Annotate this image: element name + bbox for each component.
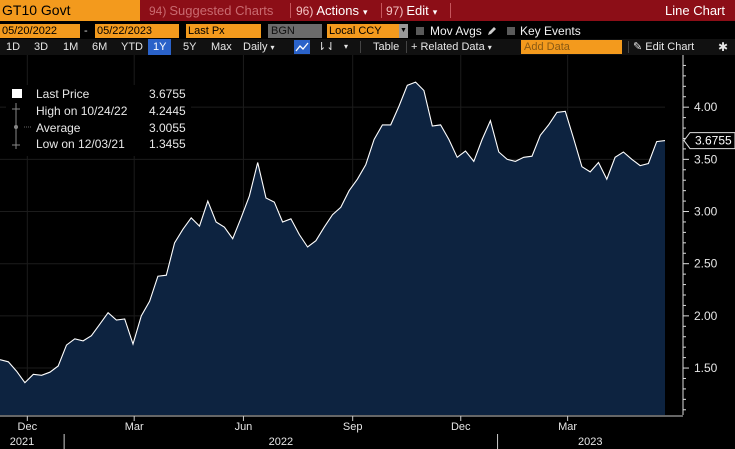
x-year-label: 2021 <box>10 436 34 448</box>
price-chart[interactable]: 1.502.002.503.003.504.00 Dec Mar Jun Sep Dec… <box>0 55 735 449</box>
table-button[interactable]: Table <box>373 41 400 53</box>
period-max[interactable]: Max <box>211 41 232 53</box>
suggested-charts-menu[interactable]: 94) Suggested Charts <box>149 3 274 18</box>
gear-icon[interactable]: ✱ <box>718 40 729 54</box>
edit-menu[interactable]: 97) Edit ▾ <box>386 3 438 18</box>
mov-avgs-checkbox[interactable] <box>416 27 424 35</box>
field-select[interactable]: Last Px <box>186 24 261 38</box>
x-year-label: 2023 <box>578 436 602 448</box>
actions-menu[interactable]: 96) Actions ▾ <box>296 3 368 18</box>
mov-avgs-label: Mov Avgs <box>430 24 482 38</box>
y-tick-label: 3.50 <box>694 152 718 166</box>
legend-key-last-price <box>12 89 22 98</box>
x-year-label: 2022 <box>269 436 293 448</box>
chart-legend: Last Price 3.6755 High on 10/24/22 4.2445 … <box>6 85 191 156</box>
last-price-tag <box>683 132 735 150</box>
ticker-input[interactable]: GT10 Govt <box>0 0 140 21</box>
pencil-icon[interactable] <box>487 26 497 36</box>
x-tick-label: Sep <box>343 421 363 433</box>
y-tick-label: 3.00 <box>694 205 718 219</box>
start-date-field[interactable]: 05/20/2022 <box>0 24 80 38</box>
period-6m[interactable]: 6M <box>92 41 108 53</box>
price-area <box>0 82 665 415</box>
price-line <box>0 81 666 384</box>
range-bar: 05/20/2022 - 05/22/2023 Last Px BGN Loca… <box>0 24 581 38</box>
legend-last-price: Last Price 3.6755 <box>36 87 186 101</box>
currency-select[interactable]: Local CCY <box>327 24 399 38</box>
legend-low: Low on 12/03/21 1.3455 <box>36 137 186 151</box>
add-data-input[interactable]: Add Data <box>521 40 622 54</box>
y-tick-label: 4.00 <box>694 100 718 114</box>
edit-chart-button[interactable]: ✎ Edit Chart <box>633 41 695 53</box>
x-tick-label: Dec <box>451 421 471 433</box>
chart-type-title: Line Chart <box>665 3 725 18</box>
period-5y[interactable]: 5Y <box>183 41 197 53</box>
source-field[interactable]: BGN <box>268 24 322 38</box>
legend-markers-icon <box>12 103 31 149</box>
related-data-button[interactable]: + Related Data ▾ <box>411 41 492 53</box>
last-price-label: 3.6755 <box>683 132 735 150</box>
y-tick-label: 1.50 <box>694 361 718 375</box>
period-1d[interactable]: 1D <box>6 41 21 53</box>
legend-high: High on 10/24/22 4.2445 <box>36 104 186 118</box>
x-tick-label: Jun <box>235 421 253 433</box>
legend-average: Average 3.0055 <box>36 121 186 135</box>
x-axis: Dec Mar Jun Sep Dec Mar 2021 2022 2023 <box>0 415 735 449</box>
period-bar: 1D 3D 1M 6M YTD 1Y 5Y Max Daily ▾ ⇂⇃ ▾ T… <box>0 39 735 55</box>
pencil-icon: ✎ <box>633 41 643 53</box>
dropdown-arrow-icon: ▾ <box>432 7 438 17</box>
period-1m[interactable]: 1M <box>63 41 79 53</box>
frequency-select[interactable]: Daily ▾ <box>243 41 275 53</box>
key-events-checkbox[interactable] <box>507 27 515 35</box>
bar-compare-icon[interactable]: ⇂⇃ <box>317 41 336 53</box>
x-tick-label: Mar <box>125 421 144 433</box>
y-tick-label: 2.00 <box>694 309 718 323</box>
period-3d[interactable]: 3D <box>34 41 49 53</box>
period-1y[interactable]: 1Y <box>148 39 172 55</box>
x-tick-label: Dec <box>18 421 38 433</box>
y-tick-label: 2.50 <box>694 257 718 271</box>
end-date-field[interactable]: 05/22/2023 <box>95 24 179 38</box>
dropdown-arrow-icon[interactable]: ▾ <box>344 42 349 51</box>
dropdown-arrow-icon: ▾ <box>362 7 368 17</box>
y-axis: 1.50 2.00 2.50 3.00 3.50 4.00 <box>682 55 718 421</box>
top-toolbar: GT10 Govt 94) Suggested Charts 96) Actions… <box>0 0 735 21</box>
dropdown-arrow-icon: ▾ <box>270 43 275 52</box>
period-ytd[interactable]: YTD <box>121 41 143 53</box>
chevron-down-icon[interactable]: ▼ <box>399 24 408 38</box>
last-price-value: 3.6755 <box>695 134 732 148</box>
key-events-label: Key Events <box>520 24 581 38</box>
x-tick-label: Mar <box>558 421 577 433</box>
x-axis-band <box>0 415 735 449</box>
line-chart-icon[interactable] <box>294 40 310 54</box>
dropdown-arrow-icon: ▾ <box>487 43 492 52</box>
